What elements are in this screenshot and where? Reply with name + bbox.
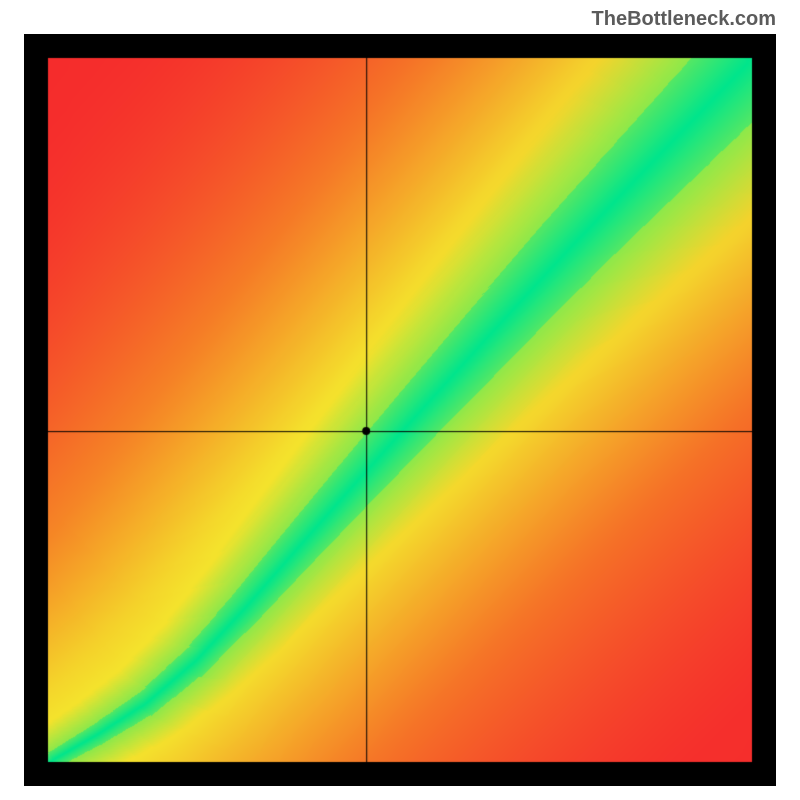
heatmap-canvas bbox=[24, 34, 776, 786]
attribution-text: TheBottleneck.com bbox=[592, 8, 776, 31]
plot-area bbox=[24, 34, 776, 786]
chart-container: TheBottleneck.com bbox=[0, 0, 800, 800]
